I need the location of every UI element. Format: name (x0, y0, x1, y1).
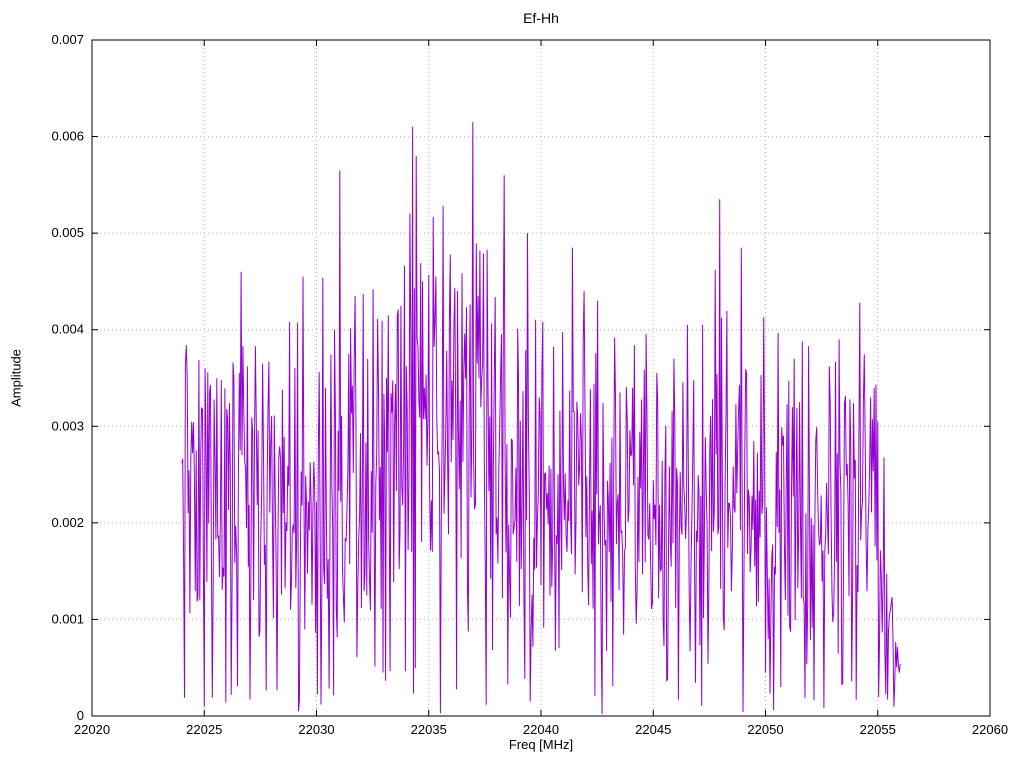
y-axis-label: Amplitude (8, 349, 24, 407)
y-tick-label: 0.004 (51, 322, 84, 337)
x-tick-label: 22035 (411, 722, 447, 737)
plot-border (91, 39, 991, 717)
y-tick-label: 0 (77, 708, 84, 723)
chart-title: Ef-Hh (523, 10, 559, 26)
y-tick-label: 0.001 (51, 611, 84, 626)
y-tick-label: 0.007 (51, 32, 84, 47)
x-tick-label: 22040 (523, 722, 559, 737)
y-tick-label: 0.002 (51, 515, 84, 530)
data-series-line (181, 122, 901, 715)
x-tick-label: 22045 (635, 722, 671, 737)
y-tick-label: 0.005 (51, 225, 84, 240)
x-tick-label: 22030 (298, 722, 334, 737)
x-axis-label: Freq [MHz] (508, 737, 574, 752)
x-tick-label: 22055 (860, 722, 896, 737)
x-tick-label: 22060 (972, 722, 1008, 737)
x-tick-label: 22050 (747, 722, 783, 737)
x-tick-label: 22020 (74, 722, 110, 737)
x-tick-label: 22025 (186, 722, 222, 737)
y-tick-label: 0.003 (51, 418, 84, 433)
y-tick-label: 0.006 (51, 129, 84, 144)
